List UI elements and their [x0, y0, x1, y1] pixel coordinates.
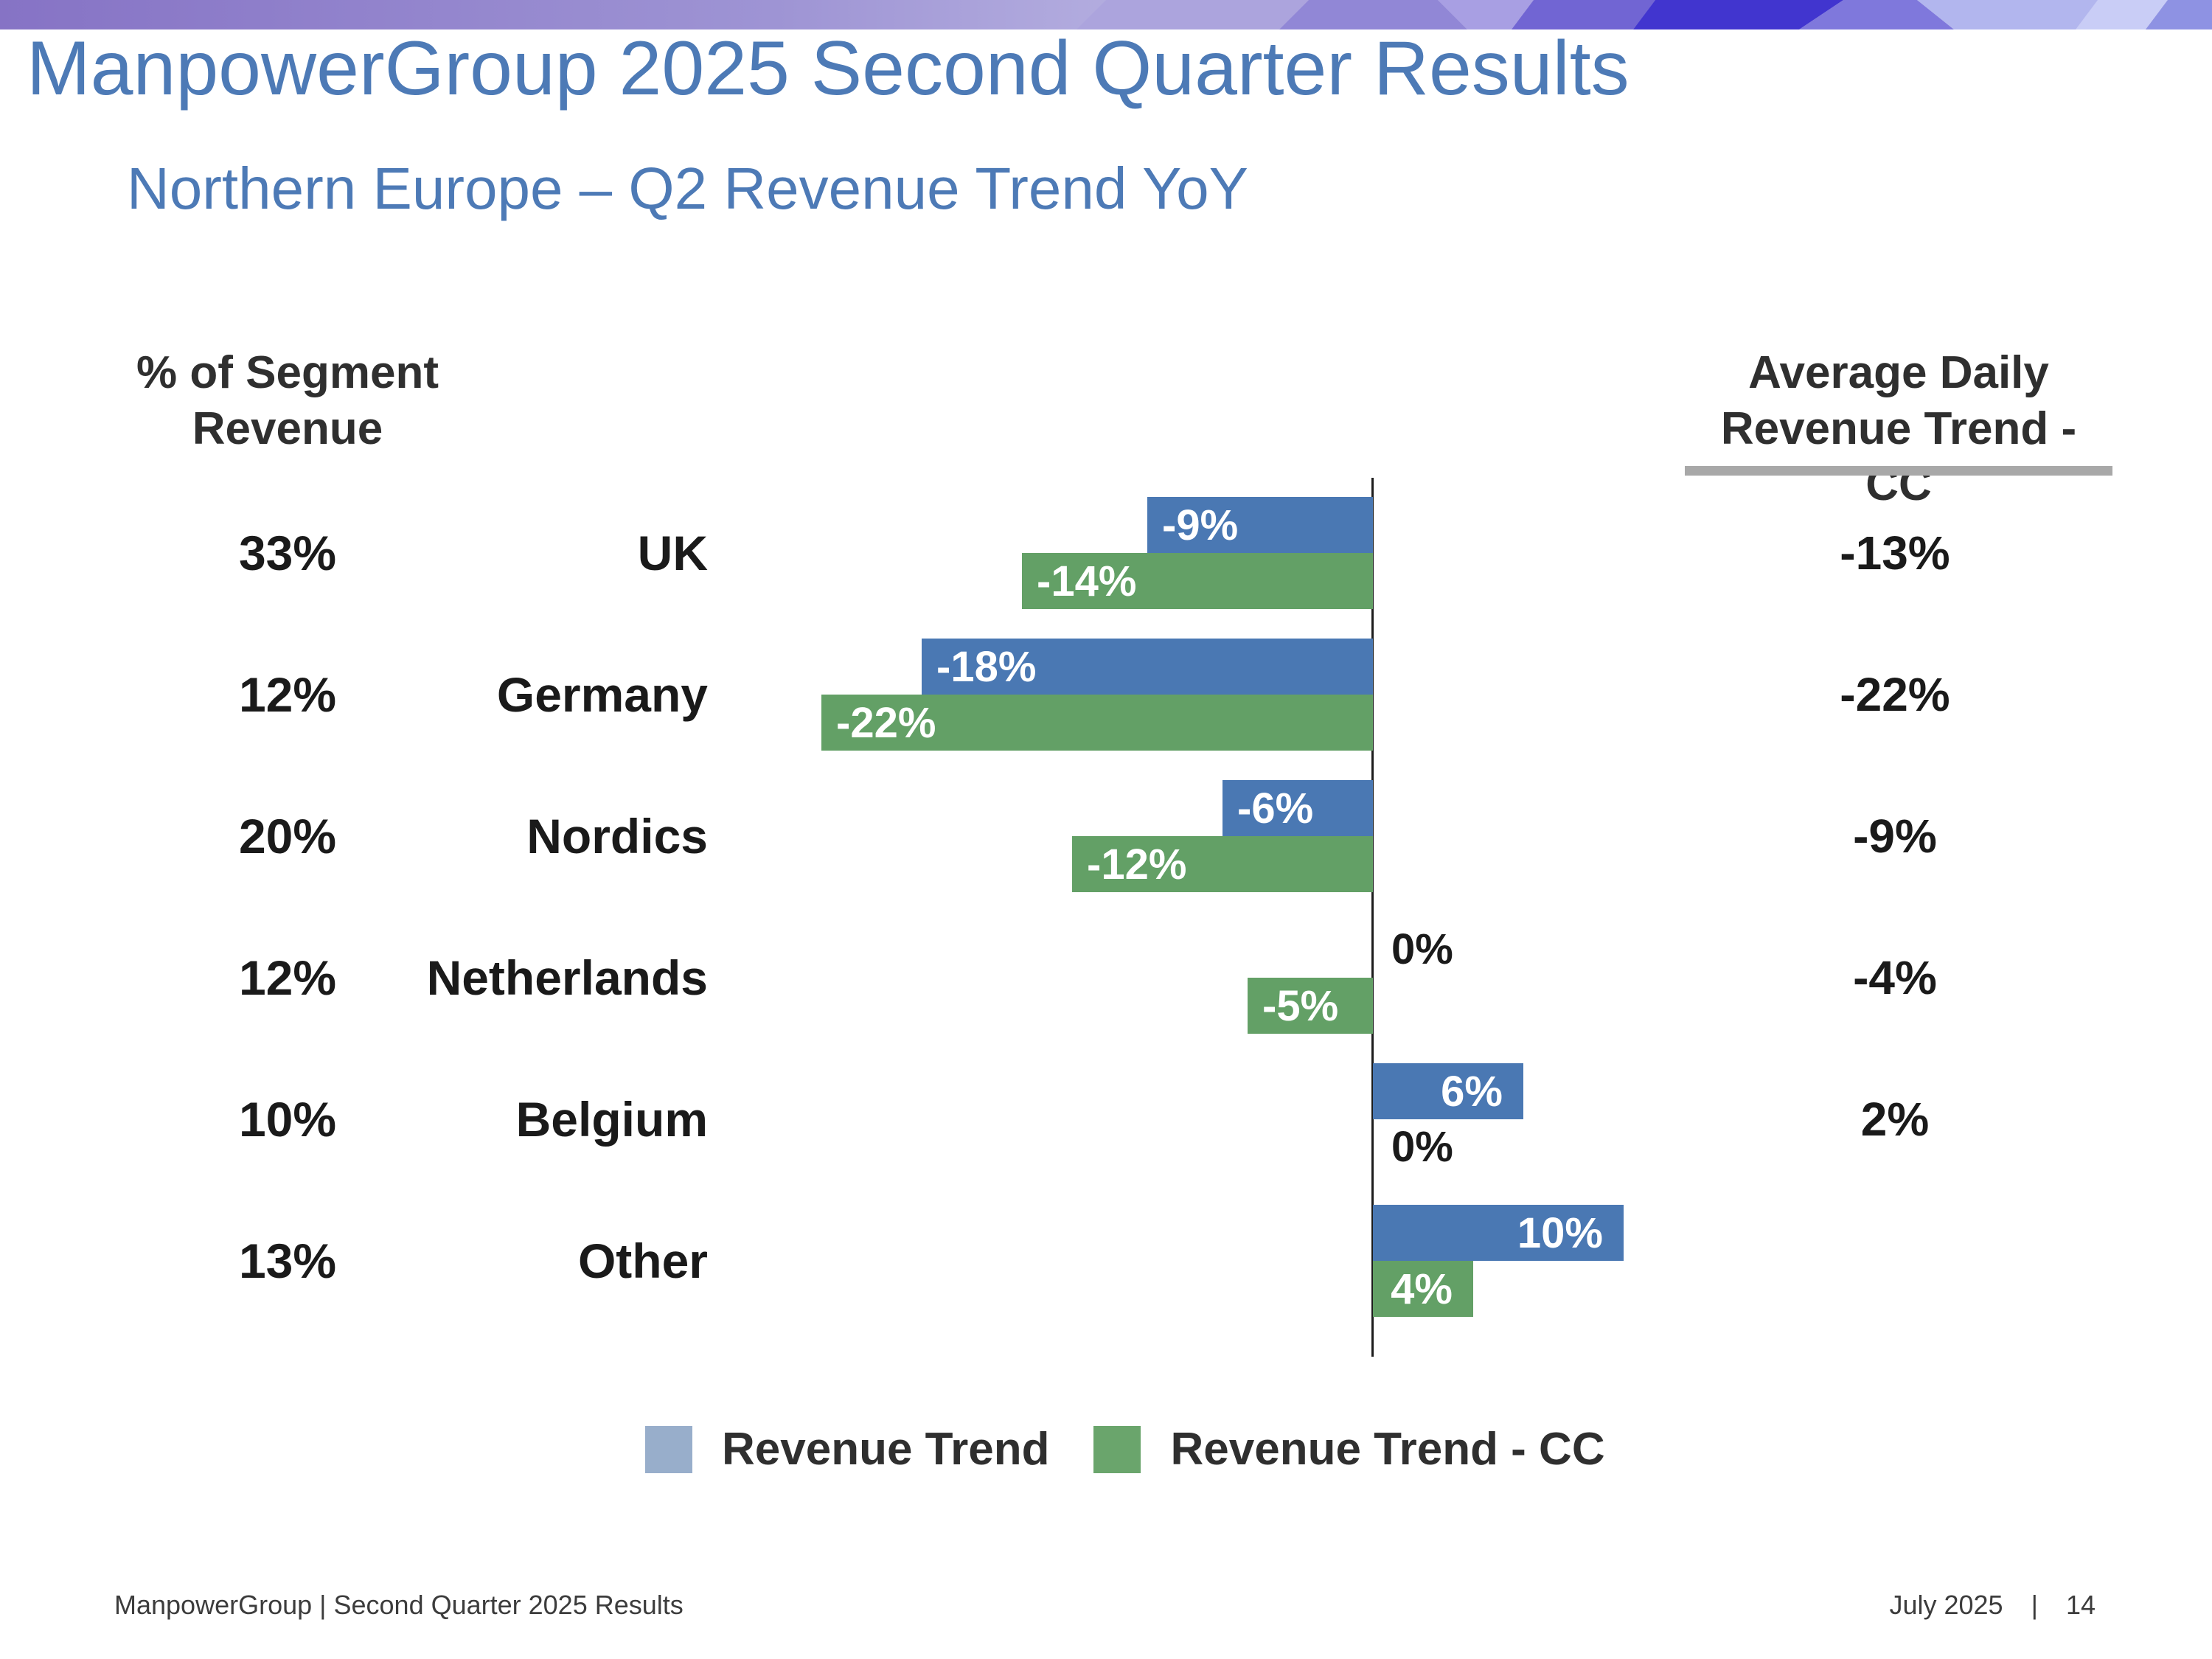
- right-column-header-line1: Average Daily: [1748, 347, 2049, 398]
- zero-value-label: 0%: [1391, 1123, 1453, 1171]
- page-subtitle: Northern Europe – Q2 Revenue Trend YoY: [127, 156, 1249, 221]
- segment-share-label: 12%: [238, 950, 337, 1005]
- banner-gradient-graphic: [0, 0, 2212, 29]
- avg-daily-revenue-trend-value: 2%: [1860, 1093, 1930, 1146]
- legend-label: Revenue Trend: [722, 1424, 1050, 1475]
- revenue-trend-bar: 10%: [1373, 1205, 1624, 1261]
- legend: Revenue Trend Revenue Trend - CC: [645, 1423, 1605, 1475]
- avg-daily-revenue-trend-value: -13%: [1840, 526, 1950, 580]
- bar-value-label: -22%: [836, 698, 936, 747]
- bar-value-label: 6%: [1441, 1067, 1503, 1116]
- bar-value-label: -14%: [1037, 557, 1137, 605]
- segment-share-label: 13%: [238, 1234, 337, 1288]
- footer-left-text: ManpowerGroup | Second Quarter 2025 Resu…: [114, 1590, 684, 1620]
- avg-daily-revenue-trend-value: -9%: [1853, 810, 1937, 863]
- segment-share-label: 33%: [238, 526, 337, 580]
- zero-axis-line: [1371, 478, 1374, 1357]
- revenue-trend-bar: -9%: [1147, 497, 1373, 553]
- bar-value-label: -18%: [936, 642, 1037, 691]
- footer-date: July 2025: [1889, 1590, 2003, 1620]
- footer-separator: |: [2031, 1590, 2038, 1620]
- segment-share-label: 12%: [238, 667, 337, 722]
- revenue-trend-cc-bar: -5%: [1248, 978, 1373, 1034]
- revenue-trend-cc-bar: -12%: [1072, 836, 1373, 892]
- bar-value-label: 10%: [1517, 1208, 1603, 1257]
- country-label: Nordics: [526, 809, 708, 863]
- right-column-header-line2: Revenue Trend - CC: [1720, 403, 2077, 510]
- footer-right: July 2025 | 14: [1889, 1590, 2096, 1621]
- country-label: Other: [577, 1234, 708, 1288]
- country-label: Netherlands: [426, 950, 708, 1005]
- avg-daily-revenue-trend-value: -4%: [1853, 951, 1937, 1004]
- revenue-trend-bar: -6%: [1222, 780, 1373, 836]
- revenue-trend-cc-bar: -22%: [821, 695, 1373, 751]
- right-column-header-underline: [1685, 466, 2112, 476]
- right-column-header: Average Daily Revenue Trend - CC: [1685, 345, 2112, 513]
- segment-share-label: 20%: [238, 809, 337, 863]
- top-banner: [0, 0, 2212, 29]
- left-column-header-line1: % of Segment: [136, 347, 439, 398]
- revenue-trend-bar: 6%: [1373, 1063, 1523, 1119]
- zero-value-label: 0%: [1391, 925, 1453, 973]
- legend-swatch-icon: [1093, 1425, 1141, 1473]
- bar-value-label: -6%: [1237, 784, 1314, 832]
- left-column-header-line2: Revenue: [192, 403, 383, 454]
- country-label: UK: [637, 526, 708, 580]
- bar-value-label: 4%: [1391, 1265, 1453, 1313]
- revenue-trend-bar: -18%: [922, 639, 1373, 695]
- revenue-trend-cc-bar: -14%: [1022, 553, 1373, 609]
- avg-daily-revenue-trend-value: -22%: [1840, 668, 1950, 721]
- footer-page-number: 14: [2065, 1590, 2096, 1620]
- country-label: Belgium: [515, 1092, 708, 1147]
- bar-value-label: -5%: [1262, 981, 1339, 1030]
- legend-item: Revenue Trend: [645, 1423, 1049, 1475]
- bar-value-label: -12%: [1087, 840, 1187, 888]
- legend-swatch-icon: [645, 1425, 692, 1473]
- page-title: ManpowerGroup 2025 Second Quarter Result…: [27, 26, 1630, 111]
- legend-item: Revenue Trend - CC: [1093, 1423, 1605, 1475]
- legend-label: Revenue Trend - CC: [1170, 1424, 1605, 1475]
- country-label: Germany: [496, 667, 708, 722]
- revenue-trend-cc-bar: 4%: [1373, 1261, 1473, 1317]
- bar-value-label: -9%: [1162, 501, 1239, 549]
- left-column-header: % of Segment Revenue: [103, 345, 472, 457]
- segment-share-label: 10%: [238, 1092, 337, 1147]
